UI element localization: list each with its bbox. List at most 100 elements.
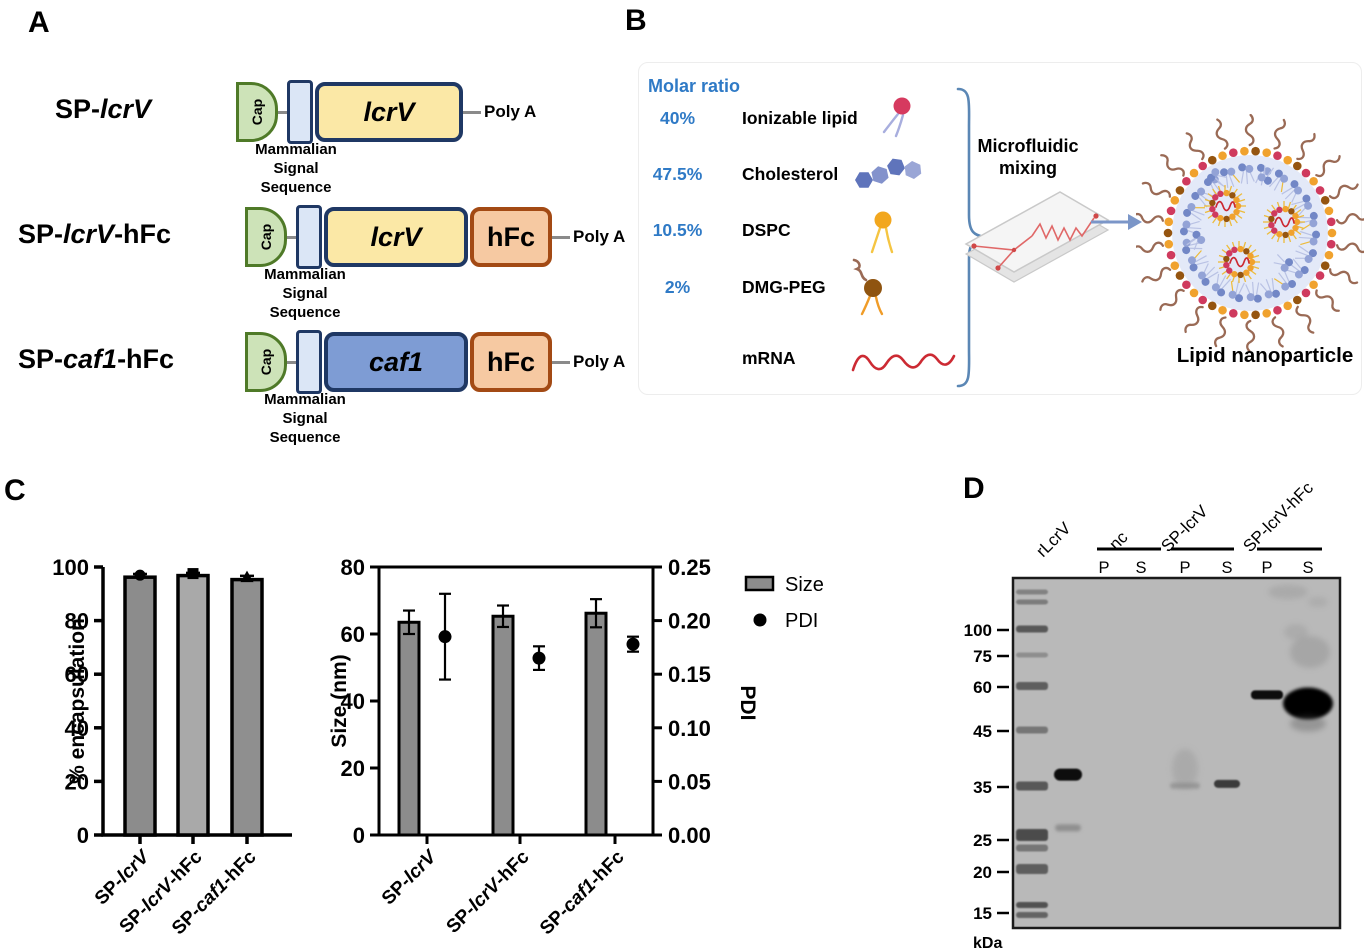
- signal-sequence-box: [296, 330, 322, 394]
- data-point-square: [187, 568, 199, 580]
- connector-line: [552, 360, 570, 364]
- signal-sequence-box: [287, 80, 313, 144]
- cap-element: Cap: [245, 332, 287, 392]
- data-point-triangle: [240, 570, 254, 583]
- left-axis-tick-label: 0: [353, 823, 365, 848]
- mw-marker-label: 20: [973, 863, 992, 882]
- legend-size-label: Size: [785, 574, 824, 596]
- panel-a-label: A: [28, 6, 50, 39]
- molar-ratio-value: 2%: [664, 277, 691, 297]
- gel-sublane-label: S: [1221, 559, 1232, 577]
- construct-name-sp-lcrv: SP-lcrV: [55, 94, 152, 124]
- mw-marker-label: 45: [973, 722, 992, 741]
- y-axis-tick-label: 80: [65, 609, 89, 634]
- construct-name-sp-caf1-hfc: SP-caf1-hFc: [18, 344, 175, 374]
- component-row-dspc: 10.5% DSPC: [645, 220, 791, 241]
- poly-a-label: Poly A: [484, 102, 537, 121]
- component-row-mrna: mRNA: [645, 348, 795, 369]
- gel-band: [1055, 824, 1081, 832]
- gel-sublane-label: P: [1098, 559, 1109, 577]
- gene-box-lcrv: lcrV: [315, 82, 463, 142]
- x-axis-category-label: SP-lcrV-hFc: [443, 846, 534, 937]
- gel-band: [1054, 768, 1082, 781]
- lipid-nanoparticle-label: Lipid nanoparticle: [1176, 344, 1354, 367]
- x-axis-category-label: SP-caf1-hFc: [536, 846, 629, 939]
- data-point-circle: [134, 569, 146, 581]
- mrna-icon: [851, 353, 956, 372]
- legend-pdi-label: PDI: [785, 610, 818, 632]
- ladder-band: [1016, 625, 1048, 633]
- y-axis-tick-label: 60: [65, 662, 89, 687]
- ladder-band: [1016, 652, 1048, 658]
- construct-diagram: Cap lcrV hFc Poly A: [245, 205, 625, 269]
- gel-band: [1283, 687, 1333, 732]
- gel-band: [1251, 690, 1283, 700]
- component-label: Cholesterol: [742, 164, 839, 184]
- molar-ratio-value: 40%: [659, 108, 696, 128]
- x-axis-category-label: SP-lcrV: [378, 846, 442, 910]
- ladder-band: [1016, 912, 1048, 918]
- gel-band: [1170, 748, 1200, 789]
- mrna-micelle: [1263, 201, 1305, 243]
- dmg-peg-icon: [852, 258, 884, 316]
- construct-name-sp-lcrv-hfc: SP-lcrV-hFc: [18, 219, 172, 249]
- legend-size-swatch: [744, 575, 775, 592]
- right-axis-title: PDI: [736, 685, 759, 720]
- left-axis-tick-label: 60: [341, 622, 365, 647]
- y-axis-tick-label: 20: [65, 769, 89, 794]
- ladder-band: [1016, 599, 1048, 605]
- microfluidic-chip-icon: [964, 191, 1110, 283]
- panel-c-charts: 0 20 40 60 80 100 SP-lcrVSP-lcrV-hFcSP-caf1-hF…: [52, 555, 824, 939]
- ladder-band: [1016, 844, 1048, 852]
- left-axis-tick-label: 80: [341, 555, 365, 580]
- left-axis-tick-label: 40: [341, 689, 365, 714]
- connector-line: [463, 110, 481, 114]
- component-row-ionizable-lipid: 40% Ionizable lipid: [645, 108, 858, 129]
- encapsulation-bar: [230, 577, 264, 837]
- chart-legend: Size PDI: [744, 574, 824, 632]
- encapsulation-bar: [123, 575, 157, 837]
- size-bar: [491, 614, 515, 837]
- left-axis-tick-label: 20: [341, 756, 365, 781]
- lipid-nanoparticle-illustration: [1136, 114, 1364, 353]
- pdi-data-point: [626, 637, 640, 651]
- panel-c-label: C: [4, 474, 26, 507]
- right-axis-tick-label: 0.15: [668, 662, 711, 687]
- ladder-band: [1016, 829, 1048, 841]
- ladder-band: [1016, 682, 1048, 690]
- connector-line: [278, 110, 287, 114]
- gel-sublane-label: P: [1261, 559, 1272, 577]
- size-bar: [584, 611, 608, 837]
- gene-box-caf1: caf1: [324, 332, 468, 392]
- pdi-data-point: [532, 651, 546, 665]
- panel-d-label: D: [963, 472, 985, 505]
- molar-ratio-title: Molar ratio: [648, 76, 741, 96]
- ladder-band: [1016, 902, 1048, 908]
- hfc-box: hFc: [470, 207, 552, 267]
- connector-line: [287, 360, 296, 364]
- component-label: DSPC: [742, 220, 791, 240]
- cholesterol-icon: [855, 158, 922, 188]
- gel-background: [1011, 576, 1342, 930]
- gene-box-lcrv: lcrV: [324, 207, 468, 267]
- right-axis-tick-label: 0.20: [668, 609, 711, 634]
- panel-b-label: B: [625, 4, 647, 37]
- legend-pdi-swatch: [753, 613, 767, 627]
- y-axis-tick-label: 100: [52, 555, 89, 580]
- gel-band: [1214, 779, 1240, 788]
- right-axis-tick-label: 0.00: [668, 823, 711, 848]
- connector-line: [552, 235, 570, 239]
- mw-marker-label: 35: [973, 778, 992, 797]
- poly-a-label: Poly A: [573, 352, 626, 371]
- ladder-band: [1016, 864, 1048, 874]
- signal-sequence-caption: Mammalian Signal Sequence: [264, 266, 346, 321]
- arrow-right-icon: [1091, 214, 1142, 230]
- dspc-icon: [870, 211, 894, 254]
- gel-sublane-label: S: [1302, 559, 1313, 577]
- y-axis-title: % encapsulation: [66, 618, 89, 784]
- molar-ratio-value: 10.5%: [652, 220, 703, 240]
- gel-sublane-label: P: [1179, 559, 1190, 577]
- signal-sequence-caption: Mammalian Signal Sequence: [255, 141, 337, 196]
